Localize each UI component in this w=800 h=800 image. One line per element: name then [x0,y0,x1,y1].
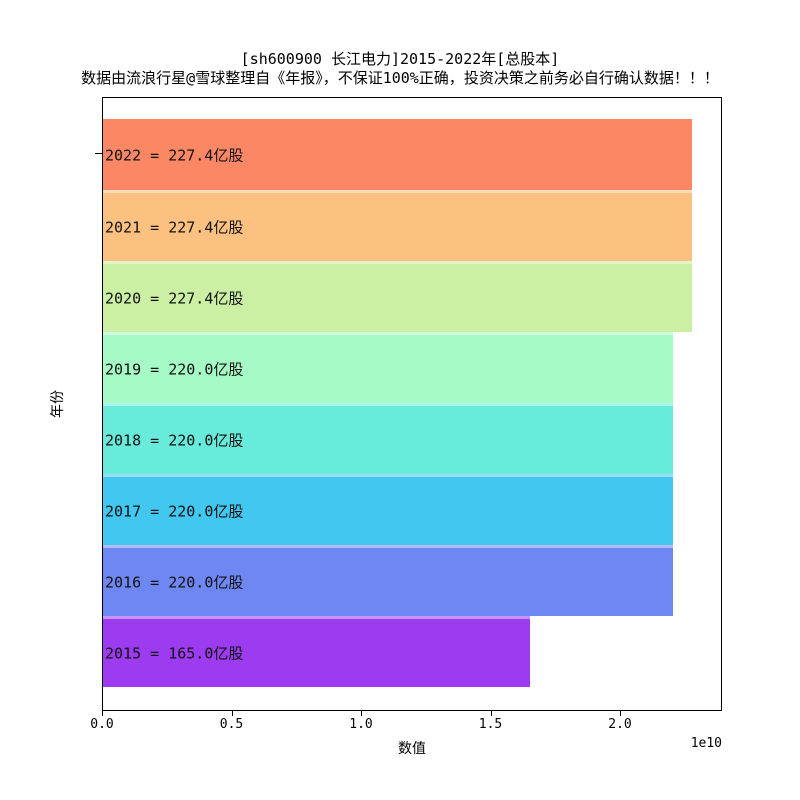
x-axis-offset-label: 1e10 [690,736,722,751]
bar-2018: 2018 = 220.0亿股 [103,403,673,474]
bar-2020: 2020 = 227.4亿股 [103,261,692,332]
bar-value-label: 2017 = 220.0亿股 [105,502,244,521]
bar-2022: 2022 = 227.4亿股 [103,119,692,190]
x-axis-tick-label: 0.5 [219,717,244,732]
bar-value-label: 2015 = 165.0亿股 [105,644,244,663]
y-axis-label: 年份 [50,390,66,418]
x-axis-tick [231,711,233,716]
x-axis-tick [620,711,621,716]
plot-area: 2022 = 227.4亿股 2021 = 227.4亿股 2020 = 227.4… [102,97,722,711]
x-axis-tick [490,711,492,716]
x-axis-tick [361,711,362,716]
chart-title: [sh600900 长江电力]2015-2022年[总股本] [240,50,560,68]
bar-value-label: 2016 = 220.0亿股 [105,573,244,592]
bar-value-label: 2019 = 220.0亿股 [105,360,244,379]
bar-value-label: 2020 = 227.4亿股 [105,289,244,308]
bar-2016: 2016 = 220.0亿股 [103,545,673,616]
bar-2015: 2015 = 165.0亿股 [103,616,531,687]
x-axis-label: 数值 [398,741,426,757]
x-axis-tick-label: 0.0 [90,717,114,732]
bar-2019: 2019 = 220.0亿股 [103,332,673,403]
y-axis-tick [95,153,102,154]
bar-value-label: 2022 = 227.4亿股 [105,146,244,164]
x-axis-tick [102,711,103,716]
bar-2021: 2021 = 227.4亿股 [103,190,692,261]
x-axis-tick-label: 1.0 [349,717,373,732]
bar-value-label: 2021 = 227.4亿股 [105,218,244,237]
x-axis-tick-label: 2.0 [608,717,632,732]
x-axis-tick-label: 1.5 [478,717,503,732]
bar-value-label: 2018 = 220.0亿股 [105,431,244,450]
chart-subtitle: 数据由流浪行星@雪球整理自《年报》，不保证100%正确，投资决策之前务必自行确认… [81,69,719,87]
bar-2017: 2017 = 220.0亿股 [103,474,673,545]
